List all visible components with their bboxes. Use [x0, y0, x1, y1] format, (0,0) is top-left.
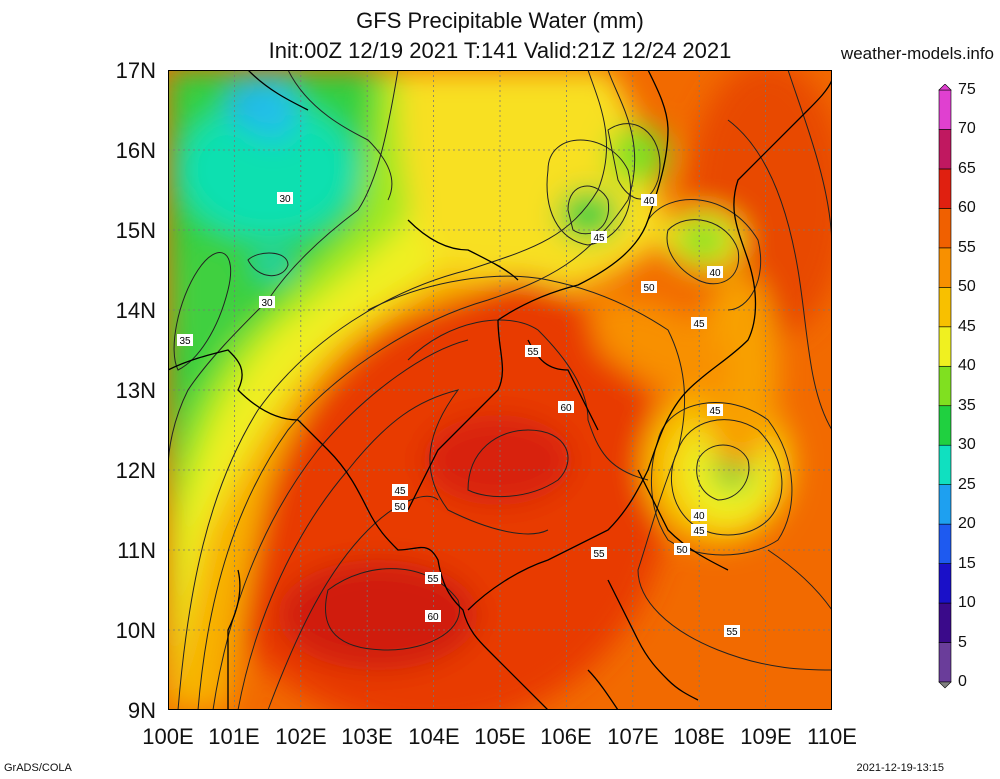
colorbar-label: 45 [958, 317, 976, 335]
contour-label: 50 [643, 283, 655, 294]
colorbar-cell [938, 208, 952, 249]
lon-label: 108E [673, 724, 725, 749]
colorbar-label: 30 [958, 436, 976, 454]
site-label: weather-models.info [840, 44, 994, 63]
contour-label: 50 [394, 502, 406, 513]
contour-label: 40 [693, 511, 705, 522]
contour-label: 35 [179, 336, 191, 347]
lat-label: 17N [115, 58, 156, 83]
lon-label: 105E [474, 724, 526, 749]
map-frame [168, 70, 832, 710]
colorbar-cell [938, 129, 952, 170]
colorbar-top-arrow [938, 84, 952, 91]
contour-label: 50 [676, 545, 688, 556]
lon-label: 107E [607, 724, 659, 749]
colorbar-label: 10 [958, 594, 976, 612]
colorbar-label: 15 [958, 554, 976, 572]
contour-label-group: 30 30 35 40 45 40 50 45 55 60 45 45 50 4… [177, 192, 740, 638]
contour-label: 55 [726, 627, 738, 638]
colorbar-label: 60 [958, 199, 976, 217]
lat-label: 12N [115, 458, 156, 483]
contour-label: 55 [593, 549, 605, 560]
contour-label: 45 [593, 233, 605, 244]
contour-label: 55 [527, 347, 539, 358]
colorbar-cell [938, 405, 952, 446]
colorbar-label: 55 [958, 238, 976, 256]
lon-label: 102E [275, 724, 327, 749]
chart-subtitle: Init:00Z 12/19 2021 T:141 Valid:21Z 12/2… [268, 38, 732, 63]
colorbar-cell [938, 523, 952, 564]
lat-label: 10N [115, 618, 156, 643]
contour-label: 45 [394, 486, 406, 497]
colorbar-cell [938, 484, 952, 525]
colorbar-label: 0 [958, 673, 967, 690]
lon-label: 104E [408, 724, 460, 749]
colorbar-cell [938, 168, 952, 209]
colorbar-cell [938, 287, 952, 328]
colorbar-cell [938, 247, 952, 288]
colorbar-label: 65 [958, 159, 976, 177]
contour-label: 40 [709, 268, 721, 279]
grid-lines [168, 70, 832, 710]
colorbar-cell [938, 642, 952, 683]
colorbar-bottom-arrow [938, 681, 952, 689]
colorbar-label: 5 [958, 633, 967, 651]
footer-left: GrADS/COLA [4, 762, 72, 774]
colorbar-label: 40 [958, 357, 976, 375]
lon-label: 110E [807, 724, 857, 749]
contour-label: 60 [560, 403, 572, 414]
contour-label: 45 [693, 526, 705, 537]
colorbar-cell [938, 89, 952, 130]
contour-label: 45 [709, 406, 721, 417]
contour-label: 30 [261, 298, 273, 309]
colorbar-cell [938, 444, 952, 485]
colorbar-label: 70 [958, 120, 976, 138]
lat-label: 14N [115, 298, 156, 323]
lon-label: 109E [740, 724, 792, 749]
colorbar-cell [938, 365, 952, 407]
colorbar-cell [938, 563, 952, 604]
colorbar-cell [938, 602, 952, 643]
colorbar [938, 84, 952, 689]
footer-right: 2021-12-19-13:15 [856, 762, 944, 774]
lat-label: 15N [115, 218, 156, 243]
lat-label: 9N [127, 698, 156, 723]
lon-label: 103E [341, 724, 393, 749]
lon-label: 101E [208, 724, 260, 749]
colorbar-label: 35 [958, 396, 976, 414]
contour-label: 60 [427, 612, 439, 623]
lon-label: 100E [142, 724, 194, 749]
contour-label: 55 [427, 574, 439, 585]
colorbar-cell [938, 326, 952, 367]
contour-lines [168, 70, 832, 710]
lat-label: 16N [115, 138, 156, 163]
colorbar-label: 75 [958, 81, 976, 98]
coastline [168, 70, 832, 710]
contour-label: 30 [279, 194, 291, 205]
contour-label: 45 [693, 319, 705, 330]
colorbar-label: 50 [958, 278, 976, 296]
precipitable-water-map: 30 30 35 40 45 40 50 45 55 60 45 45 50 4… [168, 70, 832, 710]
colorbar-label: 25 [958, 475, 976, 493]
lat-label: 13N [115, 378, 156, 403]
chart-title: GFS Precipitable Water (mm) [356, 8, 644, 33]
lat-label: 11N [117, 538, 156, 563]
contour-label: 40 [643, 196, 655, 207]
colorbar-label: 20 [958, 515, 976, 533]
lon-label: 106E [540, 724, 592, 749]
